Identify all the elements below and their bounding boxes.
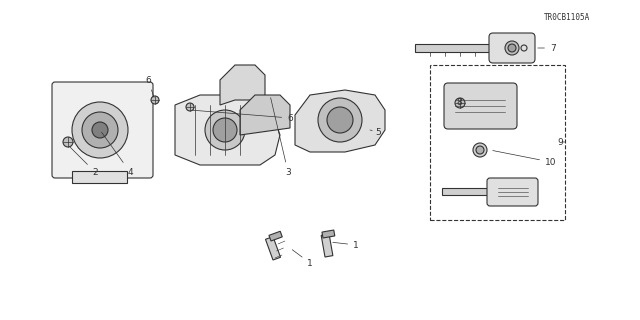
Text: 3: 3 <box>271 98 291 177</box>
Polygon shape <box>240 95 290 135</box>
Circle shape <box>186 103 194 111</box>
Circle shape <box>508 44 516 52</box>
Circle shape <box>72 102 128 158</box>
Circle shape <box>455 98 465 108</box>
Text: TR0CB1105A: TR0CB1105A <box>544 13 590 22</box>
Circle shape <box>92 122 108 138</box>
FancyBboxPatch shape <box>52 82 153 178</box>
Circle shape <box>476 146 484 154</box>
Circle shape <box>205 110 245 150</box>
Circle shape <box>327 107 353 133</box>
FancyBboxPatch shape <box>487 178 538 206</box>
Text: 1: 1 <box>292 250 313 268</box>
Bar <box>269 231 282 241</box>
Circle shape <box>213 118 237 142</box>
Circle shape <box>82 112 118 148</box>
Text: 6: 6 <box>193 110 293 123</box>
Polygon shape <box>442 188 490 195</box>
Bar <box>415 44 495 52</box>
Circle shape <box>63 137 73 147</box>
Text: 4: 4 <box>102 132 133 177</box>
Polygon shape <box>220 65 265 105</box>
Text: 1: 1 <box>333 241 359 250</box>
FancyBboxPatch shape <box>489 33 535 63</box>
Text: 7: 7 <box>538 44 556 52</box>
Circle shape <box>505 41 519 55</box>
Text: 9: 9 <box>557 138 565 147</box>
FancyBboxPatch shape <box>444 83 517 129</box>
Text: 5: 5 <box>370 127 381 137</box>
Bar <box>322 230 335 238</box>
Polygon shape <box>175 95 280 165</box>
Circle shape <box>151 96 159 104</box>
Text: 8: 8 <box>456 98 462 107</box>
Bar <box>430 65 565 220</box>
Bar <box>266 236 280 260</box>
Circle shape <box>473 143 487 157</box>
Text: 10: 10 <box>493 150 557 166</box>
Text: 2: 2 <box>70 147 98 177</box>
Circle shape <box>318 98 362 142</box>
Polygon shape <box>295 90 385 152</box>
Bar <box>321 234 333 257</box>
Bar <box>72 171 127 183</box>
Text: 6: 6 <box>145 76 154 97</box>
